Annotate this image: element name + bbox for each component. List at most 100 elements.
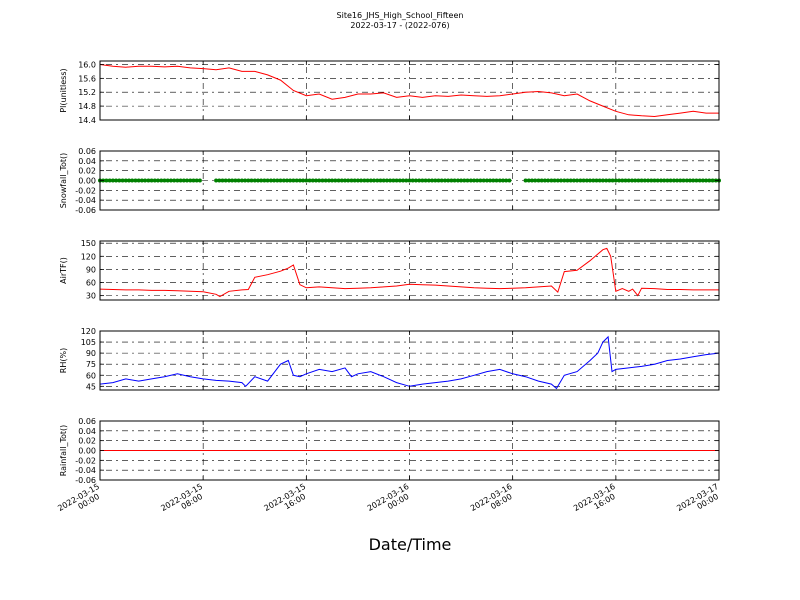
panel-2-point xyxy=(252,178,257,183)
panel-2-point xyxy=(130,178,135,183)
panel-3-ytick-label: 150 xyxy=(81,239,96,248)
panel-2-point xyxy=(381,178,386,183)
panel-2-point xyxy=(465,178,470,183)
panel-2-point xyxy=(555,178,560,183)
panel-2-point xyxy=(694,178,699,183)
panel-2-point xyxy=(133,178,138,183)
panel-2-point xyxy=(433,178,438,183)
panel-2-point xyxy=(504,178,509,183)
panel-2-point xyxy=(472,178,476,183)
panel-2-point xyxy=(236,178,241,183)
panel-2-point xyxy=(542,178,547,183)
panel-2-point xyxy=(343,178,347,183)
panel-3-ytick-label: 90 xyxy=(86,265,96,274)
panel-2-point xyxy=(423,178,428,183)
panel-2-point xyxy=(488,178,493,183)
panel-2-point xyxy=(562,178,567,183)
panel-2-point xyxy=(533,178,538,183)
panel-2-point xyxy=(397,178,402,183)
panel-5-ytick-label: 0.02 xyxy=(78,437,96,446)
panel-2-point xyxy=(146,178,151,183)
panel-2-point xyxy=(365,178,370,183)
panel-2-point xyxy=(675,178,680,183)
panel-2-point xyxy=(178,178,183,183)
panel-2-point xyxy=(233,178,238,183)
panel-2-point xyxy=(320,178,325,183)
panel-2-point xyxy=(127,178,131,183)
panel-2-point xyxy=(249,178,254,183)
panel-2-point xyxy=(613,178,618,183)
panel-2-point xyxy=(285,178,289,183)
panel-2-point xyxy=(297,178,302,183)
panel-2-point xyxy=(639,178,644,183)
panel-1-ylabel: Pl(unitless) xyxy=(59,68,68,112)
panel-1-ytick-label: 15.2 xyxy=(78,88,96,97)
panel-2-point xyxy=(304,178,309,183)
panel-2-point xyxy=(410,178,415,183)
panel-2-point xyxy=(707,178,712,183)
panel-2-point xyxy=(404,178,409,183)
panel-2-point xyxy=(239,178,244,183)
panel-2-point xyxy=(152,178,157,183)
panel-2-point xyxy=(659,178,663,183)
panel-2-point xyxy=(143,178,148,183)
panel-2-point xyxy=(649,178,654,183)
panel-2-point xyxy=(220,178,225,183)
panel-4-ytick-label: 120 xyxy=(81,327,96,336)
panel-2-point xyxy=(446,178,451,183)
panel-2-point xyxy=(665,178,670,183)
panel-4-ytick-label: 45 xyxy=(86,382,96,391)
panel-2-point xyxy=(530,178,534,183)
panel-2-point xyxy=(388,178,393,183)
panel-2-point xyxy=(230,178,235,183)
panel-2-ytick-label: -0.06 xyxy=(75,206,96,215)
panel-2-point xyxy=(355,178,360,183)
panel-5-ytick-label: -0.04 xyxy=(75,466,96,475)
panel-4-ytick-label: 90 xyxy=(86,349,96,358)
panel-2-point xyxy=(123,178,128,183)
panel-2-point xyxy=(185,178,189,183)
panel-5-ytick-label: 0.06 xyxy=(78,417,96,426)
panel-2-point xyxy=(571,178,576,183)
panel-2-point xyxy=(565,178,570,183)
panel-2-point xyxy=(307,178,312,183)
panel-2-point xyxy=(559,178,563,183)
panel-1-ytick-label: 16.0 xyxy=(78,60,96,69)
panel-2-point xyxy=(546,178,551,183)
panel-2-point xyxy=(578,178,583,183)
panel-2-point xyxy=(420,178,425,183)
panel-2-point xyxy=(688,178,692,183)
panel-2-point xyxy=(501,178,505,183)
panel-2-point xyxy=(452,178,457,183)
panel-2-point xyxy=(549,178,554,183)
panel-5-ytick-label: 0.04 xyxy=(78,427,96,436)
panel-2-point xyxy=(259,178,264,183)
panel-2-ylabel: Snowfall_Tot() xyxy=(59,153,68,209)
panel-2-point xyxy=(288,178,293,183)
panel-2-point xyxy=(575,178,580,183)
panel-2-point xyxy=(407,178,412,183)
panel-2-point xyxy=(172,178,177,183)
panel-2-ytick-label: 0.04 xyxy=(78,157,96,166)
panel-2-point xyxy=(671,178,676,183)
panel-2-point xyxy=(584,178,589,183)
panel-2-point xyxy=(617,178,622,183)
panel-2-point xyxy=(162,178,167,183)
panel-2-ytick-label: 0.00 xyxy=(78,177,96,186)
panel-5-ytick-label: -0.02 xyxy=(75,456,96,465)
panel-2-point xyxy=(362,178,367,183)
panel-2-point xyxy=(175,178,180,183)
panel-3-ylabel: AirTF() xyxy=(59,257,68,284)
panel-2-point xyxy=(159,178,164,183)
panel-1-ytick-label: 14.4 xyxy=(78,116,96,125)
panel-2-point xyxy=(346,178,351,183)
panel-2-point xyxy=(662,178,667,183)
panel-2-point xyxy=(188,178,193,183)
panel-1-series-line xyxy=(99,64,719,118)
panel-2-point xyxy=(197,178,202,183)
panel-2-point xyxy=(104,178,109,183)
panel-2-point xyxy=(481,178,486,183)
panel-4-ytick-label: 60 xyxy=(86,371,96,380)
panel-2-point xyxy=(459,178,464,183)
